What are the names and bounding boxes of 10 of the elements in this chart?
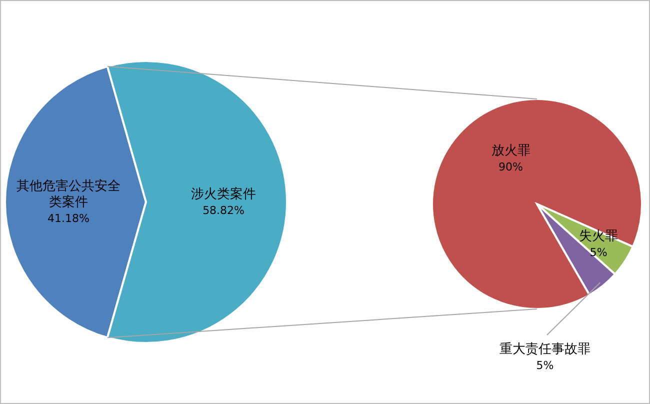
data-label: 41.18% bbox=[47, 212, 90, 225]
slice-label: 重大责任事故罪 bbox=[500, 342, 590, 357]
data-label: 5% bbox=[590, 246, 608, 260]
slice-label: 涉火类案件 bbox=[191, 186, 256, 202]
slice-label: 失火罪 bbox=[579, 229, 618, 244]
slice-label: 放火罪 bbox=[491, 144, 530, 159]
data-label: 58.82% bbox=[202, 204, 245, 217]
data-label: 90% bbox=[498, 160, 523, 174]
slice-label: 其他危害公共安全类案件 bbox=[16, 178, 120, 210]
data-label: 5% bbox=[536, 359, 554, 372]
